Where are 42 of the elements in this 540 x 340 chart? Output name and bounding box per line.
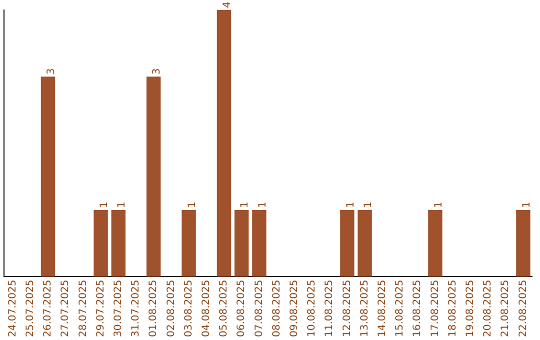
x-tick-label: 17.08.2025 (430, 280, 441, 338)
data-label: 1 (116, 202, 128, 208)
x-tick-label: 01.08.2025 (148, 280, 160, 338)
x-tick-label: 09.08.2025 (288, 280, 300, 338)
x-tick-label: 19.08.2025 (464, 280, 476, 338)
x-tick-label: 28.07.2025 (78, 280, 89, 338)
data-label: 1 (345, 202, 356, 208)
data-label: 1 (257, 202, 268, 208)
x-tick-label: 10.08.2025 (306, 280, 318, 338)
x-tick-label: 03.08.2025 (183, 280, 194, 338)
x-tick-label: 08.08.2025 (271, 280, 282, 338)
x-tick-label: 24.07.2025 (7, 280, 18, 338)
x-tick-label: 12.08.2025 (342, 280, 353, 338)
x-tick-label: 22.08.2025 (518, 280, 529, 338)
x-tick-label: 15.08.2025 (394, 280, 406, 338)
data-label: 4 (222, 2, 234, 8)
x-tick-label: 16.08.2025 (412, 280, 424, 338)
data-label: 1 (98, 202, 110, 208)
data-label: 1 (186, 202, 198, 208)
x-tick-label: 26.07.2025 (42, 280, 54, 338)
x-tick-label: 21.08.2025 (500, 280, 512, 338)
x-tick-label: 05.08.2025 (218, 280, 230, 338)
x-tick-label: 30.07.2025 (112, 280, 124, 338)
x-tick-label: 07.08.2025 (254, 280, 265, 338)
x-tick-label: 13.08.2025 (359, 280, 370, 338)
data-label: 1 (362, 202, 374, 208)
x-tick-label: 06.08.2025 (236, 280, 248, 338)
x-tick-label: 04.08.2025 (200, 280, 212, 338)
data-label: 1 (433, 202, 444, 208)
x-tick-label: 29.07.2025 (95, 280, 106, 338)
x-tick-label: 20.08.2025 (482, 280, 494, 338)
x-tick-label: 02.08.2025 (166, 280, 177, 338)
data-label: 3 (46, 68, 58, 75)
x-tick-label: 18.08.2025 (447, 280, 458, 338)
x-tick-label: 14.08.2025 (376, 280, 388, 338)
data-label: 1 (521, 202, 532, 208)
data-label: 3 (152, 68, 163, 75)
x-tick-label: 25.07.2025 (24, 280, 36, 338)
data-label: 1 (240, 202, 251, 208)
x-tick-label: 31.07.2025 (130, 280, 142, 338)
x-tick-label: 11.08.2025 (324, 280, 336, 338)
x-tick-label: 27.07.2025 (60, 280, 72, 338)
